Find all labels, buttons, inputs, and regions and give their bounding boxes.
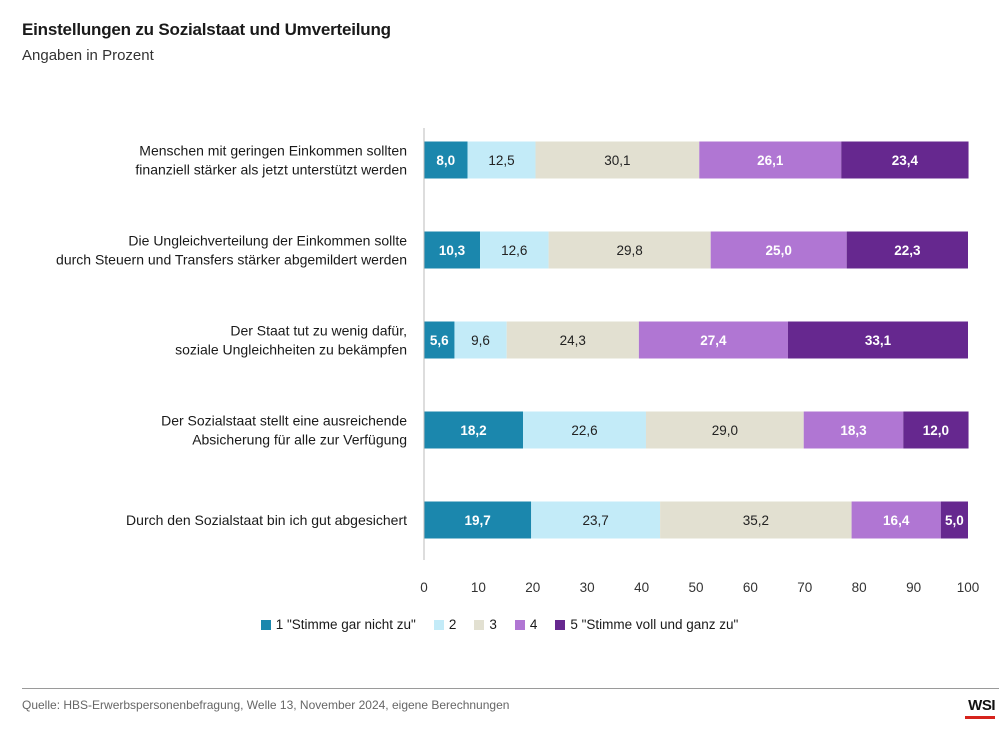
- data-label: 23,7: [582, 513, 608, 528]
- legend-item: 2: [433, 617, 457, 632]
- data-label: 26,1: [757, 153, 784, 168]
- bar-segment: [424, 411, 524, 449]
- bar-segment: [424, 321, 455, 359]
- bar-segment: [841, 141, 969, 179]
- data-label: 18,2: [460, 423, 486, 438]
- category-label: soziale Ungleichheiten zu bekämpfen: [175, 342, 407, 358]
- category-label: Absicherung für alle zur Verfügung: [192, 432, 407, 448]
- data-label: 12,5: [488, 153, 514, 168]
- data-label: 10,3: [439, 243, 466, 258]
- data-label: 5,0: [945, 513, 964, 528]
- legend-label: 1 "Stimme gar nicht zu": [275, 617, 416, 632]
- x-tick-label: 80: [852, 580, 867, 595]
- legend-label: 4: [529, 617, 538, 632]
- bar-segment: [548, 231, 711, 269]
- bar-segment: [424, 231, 481, 269]
- data-label: 27,4: [700, 333, 727, 348]
- stacked-bar-chart: Menschen mit geringen Einkommen sollten f…: [56, 128, 980, 595]
- data-label: 12,6: [501, 243, 527, 258]
- bar-segment: [803, 411, 904, 449]
- x-tick-label: 30: [580, 580, 595, 595]
- bar-segment: [638, 321, 788, 359]
- legend-item: 5 "Stimme voll und ganz zu": [555, 617, 738, 632]
- data-label: 29,0: [712, 423, 738, 438]
- bar-segment: [424, 501, 532, 539]
- data-label: 8,0: [436, 153, 455, 168]
- data-label: 18,3: [840, 423, 867, 438]
- x-tick-label: 100: [957, 580, 980, 595]
- bar-segment: [454, 321, 507, 359]
- x-tick-label: 10: [471, 580, 486, 595]
- data-label: 19,7: [464, 513, 490, 528]
- bar-segment: [787, 321, 968, 359]
- x-tick-label: 0: [420, 580, 428, 595]
- legend-item: 1 "Stimme gar nicht zu": [260, 617, 416, 632]
- legend-item: 3: [474, 617, 497, 632]
- data-label: 29,8: [616, 243, 642, 258]
- data-label: 12,0: [923, 423, 949, 438]
- bar-segment: [903, 411, 969, 449]
- chart-legend: 1 "Stimme gar nicht zu" 2 3 4 5 "Stimme voll…: [0, 617, 999, 632]
- bar-segment: [531, 501, 661, 539]
- x-tick-label: 60: [743, 580, 758, 595]
- category-label: Menschen mit geringen Einkommen sollten: [139, 143, 407, 159]
- legend-swatch: [260, 619, 271, 630]
- data-label: 16,4: [883, 513, 910, 528]
- data-label: 9,6: [471, 333, 490, 348]
- category-label: Die Ungleichverteilung der Einkommen sol…: [128, 233, 407, 249]
- data-label: 25,0: [766, 243, 792, 258]
- bar-segment: [506, 321, 639, 359]
- data-label: 35,2: [743, 513, 769, 528]
- bar-segment: [660, 501, 852, 539]
- bar-segment: [846, 231, 968, 269]
- bar-segment: [480, 231, 549, 269]
- bar-segment: [710, 231, 847, 269]
- data-label: 33,1: [865, 333, 892, 348]
- legend-swatch: [474, 619, 485, 630]
- bar-segment: [851, 501, 941, 539]
- bar-segment: [535, 141, 700, 179]
- data-label: 23,4: [892, 153, 919, 168]
- x-tick-label: 20: [525, 580, 540, 595]
- data-label: 30,1: [604, 153, 630, 168]
- bar-segment: [940, 501, 968, 539]
- data-label: 22,3: [894, 243, 921, 258]
- footer-divider: [22, 688, 999, 689]
- wsi-logo: WSI: [968, 697, 995, 714]
- data-label: 22,6: [571, 423, 597, 438]
- category-label: Der Sozialstaat stellt eine ausreichende: [161, 413, 407, 429]
- source-note: Quelle: HBS-Erwerbspersonenbefragung, We…: [22, 698, 510, 712]
- legend-label: 3: [489, 617, 497, 632]
- legend-swatch: [555, 619, 566, 630]
- legend-item: 4: [514, 617, 538, 632]
- x-tick-label: 40: [634, 580, 649, 595]
- legend-label: 2: [448, 617, 457, 632]
- data-label: 24,3: [560, 333, 586, 348]
- bar-segment: [699, 141, 842, 179]
- chart-title: Einstellungen zu Sozialstaat und Umverte…: [22, 20, 391, 39]
- x-tick-label: 90: [906, 580, 921, 595]
- category-label: Durch den Sozialstaat bin ich gut abgesi…: [126, 512, 407, 528]
- logo-accent-bar: [965, 716, 995, 719]
- chart-subtitle: Angaben in Prozent: [22, 47, 154, 64]
- data-label: 5,6: [430, 333, 449, 348]
- bar-segment: [424, 141, 468, 179]
- bar-segment: [467, 141, 536, 179]
- legend-swatch: [433, 619, 444, 630]
- x-tick-label: 50: [688, 580, 703, 595]
- bar-segment: [523, 411, 646, 449]
- legend-label: 5 "Stimme voll und ganz zu": [570, 617, 739, 632]
- legend-swatch: [514, 619, 525, 630]
- category-label: durch Steuern und Transfers stärker abge…: [56, 252, 407, 268]
- category-label: finanziell stärker als jetzt unterstützt…: [135, 162, 407, 178]
- bar-segment: [645, 411, 804, 449]
- x-tick-label: 70: [797, 580, 812, 595]
- category-label: Der Staat tut zu wenig dafür,: [230, 323, 407, 339]
